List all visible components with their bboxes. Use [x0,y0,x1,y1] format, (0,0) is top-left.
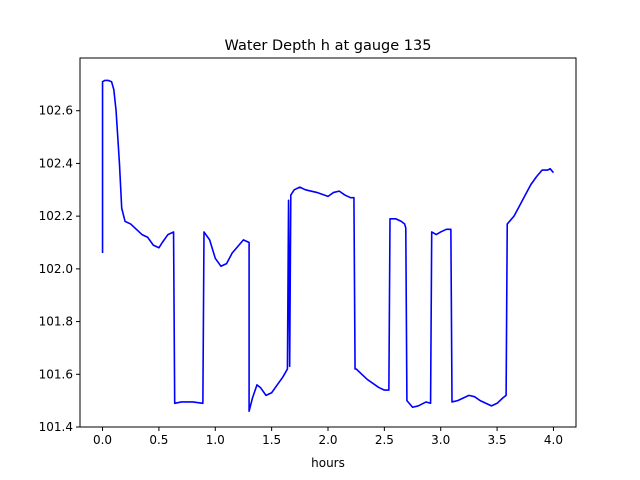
x-tick-label: 1.5 [262,433,281,447]
y-axis: 101.4 101.6 101.8 102.0 102.2 102.4 102.6 [39,104,80,434]
x-tick-label: 3.5 [488,433,507,447]
x-axis-label: hours [311,456,345,470]
x-axis: 0.0 0.5 1.0 1.5 2.0 2.5 3.0 3.5 4.0 [93,427,563,447]
y-tick-label: 101.4 [39,420,73,434]
y-tick-label: 101.8 [39,315,73,329]
x-tick-label: 1.0 [206,433,225,447]
x-tick-label: 0.5 [149,433,168,447]
plot-frame [79,57,577,428]
series-line-0 [101,79,555,412]
y-tick-label: 102.4 [39,156,73,170]
y-tick-label: 102.2 [39,209,73,223]
x-tick-label: 4.0 [544,433,563,447]
y-tick-label: 102.6 [39,104,73,118]
plot-area [101,79,555,412]
x-tick-label: 2.0 [318,433,337,447]
chart-title: Water Depth h at gauge 135 [225,38,432,54]
y-tick-label: 101.6 [39,367,73,381]
x-tick-label: 0.0 [93,433,112,447]
x-tick-label: 2.5 [375,433,394,447]
x-tick-label: 3.0 [431,433,450,447]
y-tick-label: 102.0 [39,262,73,276]
